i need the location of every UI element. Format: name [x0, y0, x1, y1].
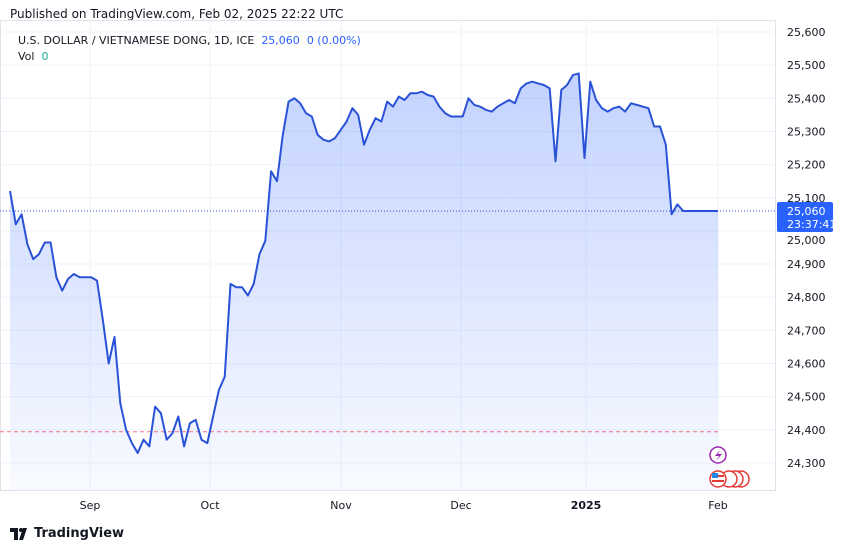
y-tick-label: 24,300 [787, 457, 826, 470]
y-tick-label: 24,800 [787, 291, 826, 304]
price-label-countdown: 23:37:41 [787, 218, 836, 231]
y-tick-label: 25,500 [787, 59, 826, 72]
y-tick-label: 25,100 [787, 192, 826, 205]
price-label: 25,060 23:37:41 [777, 202, 836, 232]
legend-price: 25,060 [261, 34, 300, 47]
x-tick-label: Sep [80, 499, 101, 512]
y-tick-label: 25,400 [787, 92, 826, 105]
symbol-title: U.S. DOLLAR / VIETNAMESE DONG, 1D, ICE [18, 34, 255, 47]
y-tick-label: 25,600 [787, 26, 826, 39]
volume-value: 0 [41, 50, 49, 63]
y-tick-label: 25,300 [787, 125, 826, 138]
y-tick-label: 24,600 [787, 358, 826, 371]
logo-text: TradingView [34, 526, 125, 541]
price-line [9, 72, 718, 454]
area-fill [10, 73, 718, 491]
y-tick-label: 25,200 [787, 159, 826, 172]
y-tick-label: 24,400 [787, 424, 826, 437]
x-tick-label: Nov [330, 499, 352, 512]
lightning-event-icon[interactable] [709, 446, 727, 464]
legend-change: 0 (0.00%) [306, 34, 361, 47]
y-tick-label: 24,500 [787, 391, 826, 404]
y-axis[interactable]: 25,60025,50025,40025,30025,20025,10025,0… [787, 26, 826, 470]
y-tick-label: 24,900 [787, 258, 826, 271]
plot-border [0, 20, 776, 491]
y-tick-label: 25,000 [787, 234, 826, 247]
x-tick-label: Oct [200, 499, 220, 512]
x-tick-label: Dec [450, 499, 471, 512]
tradingview-logo[interactable]: TradingView [10, 526, 124, 541]
volume-label: Vol [18, 50, 35, 63]
tradingview-logo-icon [10, 527, 27, 540]
symbol-legend[interactable]: U.S. DOLLAR / VIETNAMESE DONG, 1D, ICE 2… [18, 33, 361, 65]
us-flag-event-icon[interactable] [709, 470, 750, 488]
x-tick-label: Feb [708, 499, 727, 512]
x-axis[interactable]: Sep Oct Nov Dec 2025 Feb [80, 499, 728, 512]
x-tick-label: 2025 [571, 499, 602, 512]
published-caption: Published on TradingView.com, Feb 02, 20… [10, 7, 344, 21]
price-label-value: 25,060 [787, 205, 826, 218]
y-tick-label: 24,700 [787, 324, 826, 337]
